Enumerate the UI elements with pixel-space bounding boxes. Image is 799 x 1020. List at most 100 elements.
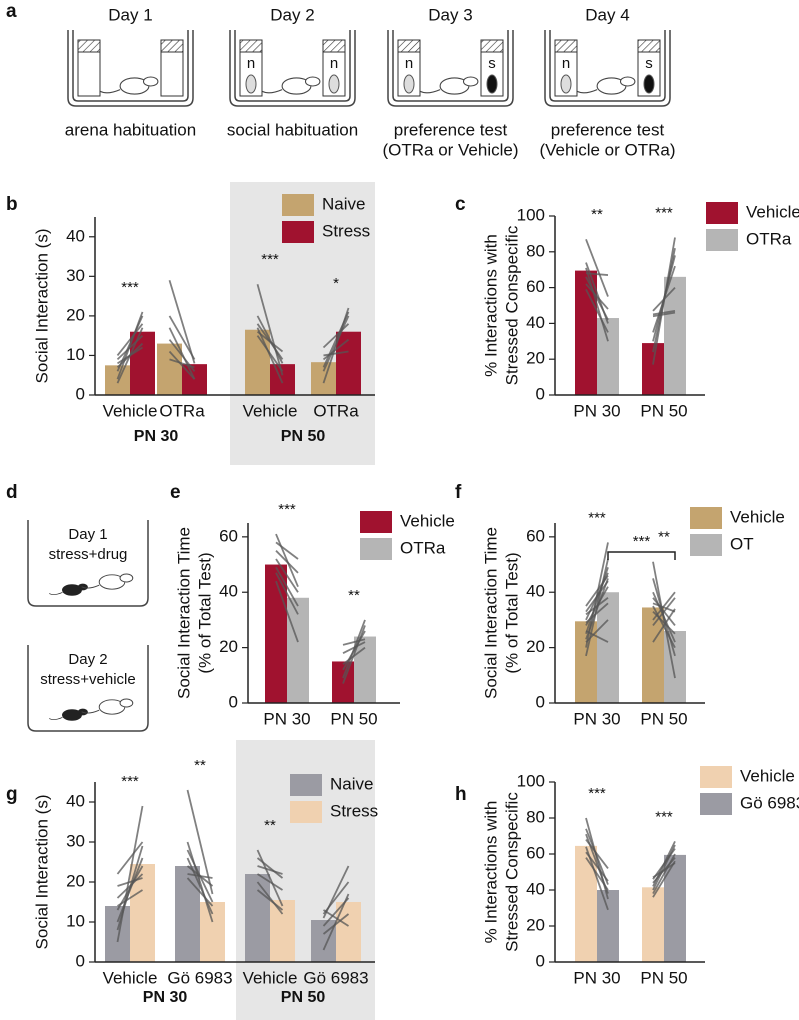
bracket-label: *** [633,533,651,550]
y-tick-label: 100 [517,771,545,790]
y-tick-label: 20 [526,637,545,656]
subject-line [256,331,284,353]
subject-line [116,327,144,384]
significance: *** [655,204,673,221]
chamber [397,51,421,97]
subject-line [652,591,676,621]
legend-swatch [290,774,322,796]
bar [270,900,295,962]
legend-swatch [700,766,732,788]
legend-label: OTRa [746,229,792,248]
bar [265,564,287,703]
rat-icon [262,76,321,95]
subject-line [585,283,609,310]
subject-line [257,873,283,891]
caption: social habituation [227,120,358,139]
chamber-label: n [405,55,413,72]
y-axis-label: % Interactions with [481,801,500,944]
legend-swatch [282,194,314,216]
x-tick-label: Vehicle [243,401,298,420]
bracket [607,551,676,560]
subject-line [322,913,350,935]
legend-swatch [290,801,322,823]
legend-label: OTRa [400,538,446,557]
cage [27,645,149,732]
bar [270,364,295,395]
y-tick-label: 0 [76,951,85,970]
chamber [322,51,346,97]
x-tick-label: Vehicle [103,968,158,987]
caption: preference test [394,120,508,139]
legend-label: Vehicle [400,511,455,530]
subject-line [585,267,609,342]
rat-icon [49,583,88,596]
y-tick-label: 30 [66,266,85,285]
y-axis-label: Social Interaction (s) [32,795,51,950]
chamber-label: n [562,55,570,72]
day-label: Day 4 [585,5,629,24]
significance: * [333,275,339,292]
subject-line [342,625,366,684]
bar [245,329,270,395]
subject-line [256,327,284,384]
bar [575,845,597,962]
panel-letter: c [455,194,466,215]
rat-icon [49,708,88,721]
caption: (Vehicle or OTRa) [539,140,675,159]
subject-line [117,889,143,907]
group-label: PN 30 [143,989,188,1006]
bar [175,866,200,962]
stimulus-rat [403,74,415,94]
subject-line [585,238,609,297]
subject-line [585,619,609,643]
subject-line [585,597,609,616]
subject-line [322,311,350,368]
panel-letter: f [455,482,462,503]
caption: preference test [551,120,665,139]
subject-line [256,315,284,364]
y-tick-label: 0 [229,692,238,711]
subject-line [322,881,350,915]
legend-swatch [706,202,738,224]
y-tick-label: 80 [526,241,545,260]
main-layer: a Day 1 arena habituation Day 2 n n social hab… [6,1,799,1006]
rat-head [304,76,321,87]
subject-line [169,358,195,369]
bar [642,343,664,395]
bar [597,592,619,703]
significance: ** [348,587,360,604]
y-tick-label: 60 [526,277,545,296]
y-tick-label: 0 [76,384,85,403]
cage-inner [549,30,666,102]
bar [336,331,361,395]
y-tick-label: 0 [536,692,545,711]
rat-head [142,76,159,87]
subject-line [652,862,676,879]
subject-line [256,849,284,907]
subject-line [585,851,609,882]
subject-line [257,865,283,875]
caption: stress+drug [49,546,128,563]
rat-icon [100,76,159,95]
rat-icon [81,573,134,590]
subject-line [275,558,299,593]
y-tick-label: 20 [526,349,545,368]
y-tick-label: 80 [526,807,545,826]
x-tick-label: Vehicle [243,968,298,987]
y-tick-label: 40 [526,313,545,332]
stimulus-rat [560,74,572,94]
y-tick-label: 0 [536,384,545,403]
rat-icon [577,76,636,95]
subject-line [256,857,284,879]
subject-line [168,280,196,364]
x-tick-label: PN 30 [573,401,620,420]
bar [664,276,686,395]
y-axis-label: Social Interaction (s) [32,229,51,384]
significance: *** [261,251,279,268]
y-tick-label: 20 [526,915,545,934]
subject-line [116,873,144,899]
subject-line [168,315,196,360]
chamber-top [160,39,184,53]
chamber-top [322,39,346,53]
panel-letter: a [6,1,17,22]
